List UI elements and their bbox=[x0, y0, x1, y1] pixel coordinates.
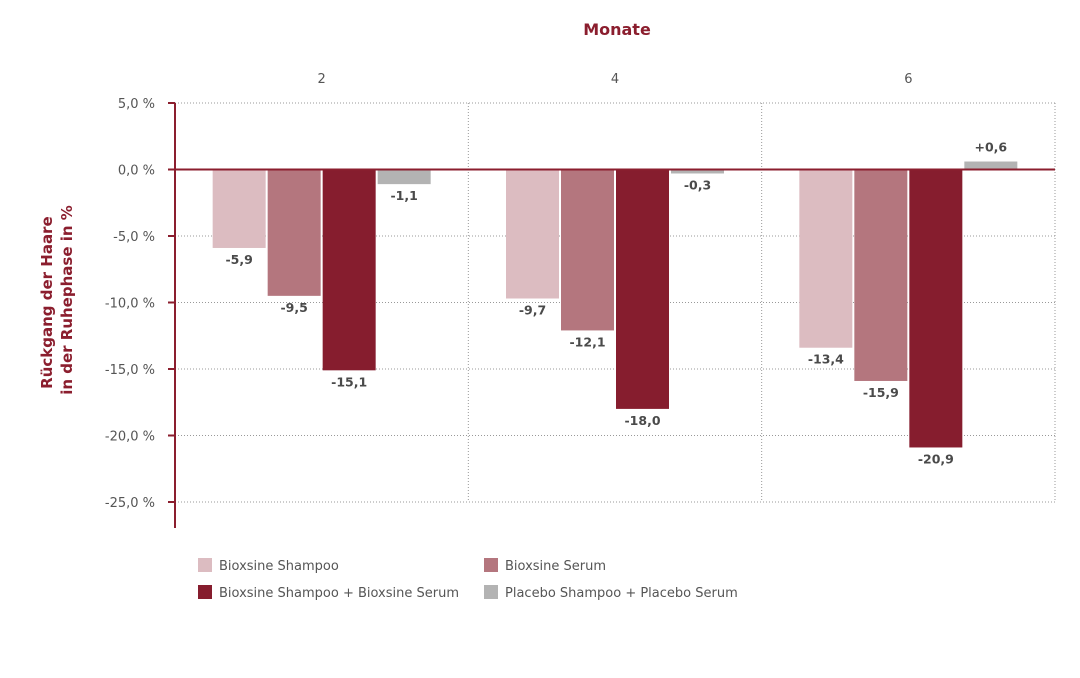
bar bbox=[909, 169, 963, 448]
bar bbox=[267, 169, 321, 296]
y-tick-label: -20,0 % bbox=[105, 430, 155, 445]
bar bbox=[322, 169, 376, 371]
legend-label: Bioxsine Shampoo + Bioxsine Serum bbox=[219, 586, 459, 601]
bars bbox=[212, 161, 1018, 448]
bar bbox=[377, 169, 431, 185]
legend: Bioxsine Shampoo Bioxsine Serum Bioxsine S… bbox=[198, 558, 738, 601]
bar bbox=[506, 169, 559, 299]
data-label: -9,5 bbox=[280, 300, 307, 315]
bar bbox=[616, 169, 669, 409]
data-label: -18,0 bbox=[624, 413, 660, 428]
data-label: -15,9 bbox=[863, 385, 899, 400]
bar bbox=[854, 169, 908, 381]
legend-swatch bbox=[484, 558, 498, 572]
legend-swatch bbox=[484, 585, 498, 599]
legend-label: Bioxsine Serum bbox=[505, 559, 606, 574]
chart-title: Monate bbox=[583, 20, 651, 39]
data-label: -9,7 bbox=[519, 303, 546, 318]
y-axis-label-line-1: Rückgang der Haare bbox=[38, 216, 56, 389]
legend-label: Bioxsine Shampoo bbox=[219, 559, 339, 574]
y-tick-label: 5,0 % bbox=[118, 97, 155, 112]
y-axis-label: Rückgang der Haare in der Ruhephase in % bbox=[38, 205, 76, 395]
data-labels: -5,9 -9,5 -15,1 -1,1 -9,7 -12,1 -18,0 -0,3 -13,4… bbox=[175, 140, 1055, 466]
axes: 5,0 % 0,0 % -5,0 % -10,0 % -15,0 % -20,0 % -25… bbox=[105, 72, 912, 528]
data-label: -15,1 bbox=[331, 374, 367, 389]
category-label: 2 bbox=[318, 72, 326, 87]
y-axis-label-line-2: in der Ruhephase in % bbox=[58, 205, 76, 395]
data-label: +0,6 bbox=[975, 140, 1008, 155]
y-tick-label: -5,0 % bbox=[113, 230, 155, 245]
legend-swatch bbox=[198, 585, 212, 599]
category-label: 6 bbox=[904, 72, 912, 87]
data-label: -12,1 bbox=[569, 334, 605, 349]
bar bbox=[799, 169, 853, 348]
y-tick-label: -25,0 % bbox=[105, 496, 155, 511]
data-label: -13,4 bbox=[808, 352, 844, 367]
category-label: 4 bbox=[611, 72, 619, 87]
data-label: -0,3 bbox=[684, 177, 711, 192]
legend-label: Placebo Shampoo + Placebo Serum bbox=[505, 586, 738, 601]
data-label: -20,9 bbox=[918, 451, 954, 466]
data-label: -1,1 bbox=[390, 188, 417, 203]
bar bbox=[212, 169, 266, 248]
bar bbox=[561, 169, 614, 331]
y-tick-label: 0,0 % bbox=[118, 164, 155, 179]
legend-swatch bbox=[198, 558, 212, 572]
bar bbox=[671, 169, 724, 174]
data-label: -5,9 bbox=[225, 252, 252, 267]
y-tick-label: -15,0 % bbox=[105, 363, 155, 378]
bar bbox=[964, 161, 1018, 170]
y-tick-label: -10,0 % bbox=[105, 297, 155, 312]
